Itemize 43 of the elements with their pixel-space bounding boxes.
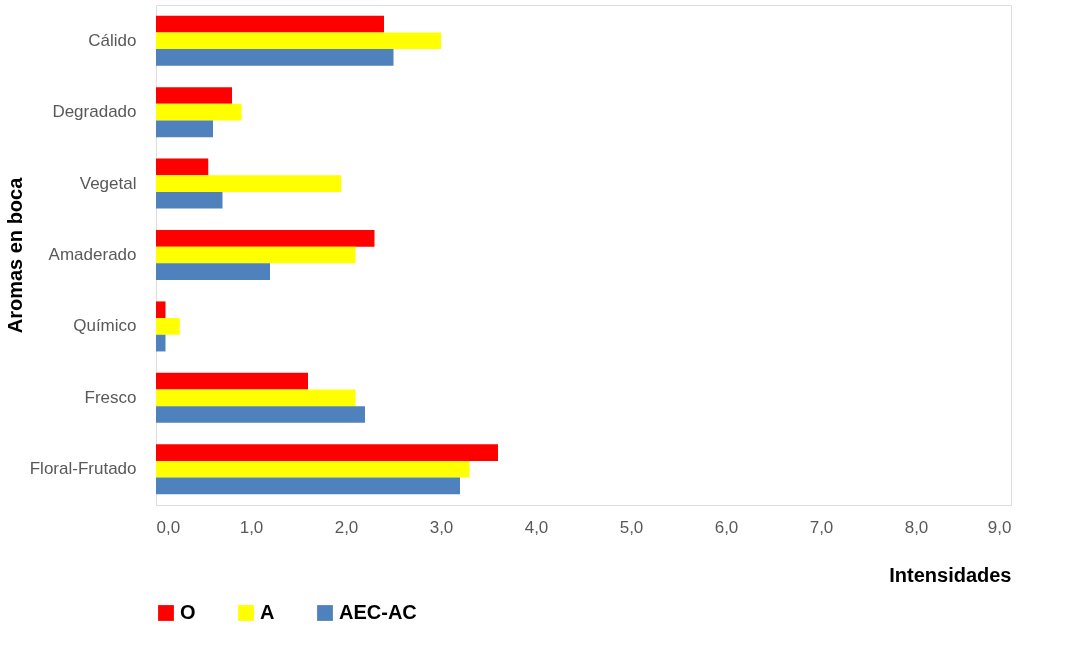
y-tick-label: Degradado [52, 102, 137, 122]
bar [156, 103, 242, 121]
x-tick-label: 5,0 [619, 517, 644, 537]
x-tick-label: 4,0 [524, 517, 549, 537]
x-tick-label: 6,0 [714, 517, 739, 537]
legend-label: A [260, 601, 275, 623]
bar [156, 158, 209, 176]
legend-label: AEC-AC [339, 601, 417, 623]
x-tick-label: 3,0 [429, 517, 454, 537]
bar [156, 32, 441, 50]
bar [156, 15, 384, 33]
y-tick-label: Floral-Frutado [29, 459, 137, 479]
bar [156, 191, 223, 209]
bar [156, 334, 166, 352]
bar [156, 120, 213, 138]
bar [156, 460, 470, 478]
bar [156, 406, 365, 423]
bar [156, 246, 356, 264]
y-tick-label: Amaderado [48, 245, 137, 264]
y-tick-label: Cálido [88, 30, 137, 50]
bar [156, 318, 180, 335]
x-tick-label: 1,0 [239, 517, 264, 537]
bar [156, 263, 270, 280]
x-axis-title: Intensidades [889, 563, 1012, 586]
bar [156, 444, 498, 461]
legend-label: O [180, 601, 196, 623]
y-tick-label: Vegetal [79, 173, 137, 193]
bar [156, 87, 232, 104]
bar [156, 477, 460, 495]
x-tick-label: 0,0 [156, 517, 181, 537]
y-tick-label: Fresco [84, 387, 137, 407]
bar [156, 49, 394, 66]
bar [156, 301, 166, 319]
x-tick-label: 9,0 [987, 517, 1012, 537]
bar [156, 389, 356, 407]
x-tick-label: 2,0 [334, 517, 359, 537]
y-tick-label: Químico [73, 316, 137, 336]
y-axis-title: Aromas en boca [3, 176, 26, 334]
bar [156, 230, 375, 247]
x-tick-label: 7,0 [809, 517, 834, 537]
bar [156, 175, 342, 192]
x-tick-label: 8,0 [904, 517, 929, 537]
bar [156, 372, 308, 390]
